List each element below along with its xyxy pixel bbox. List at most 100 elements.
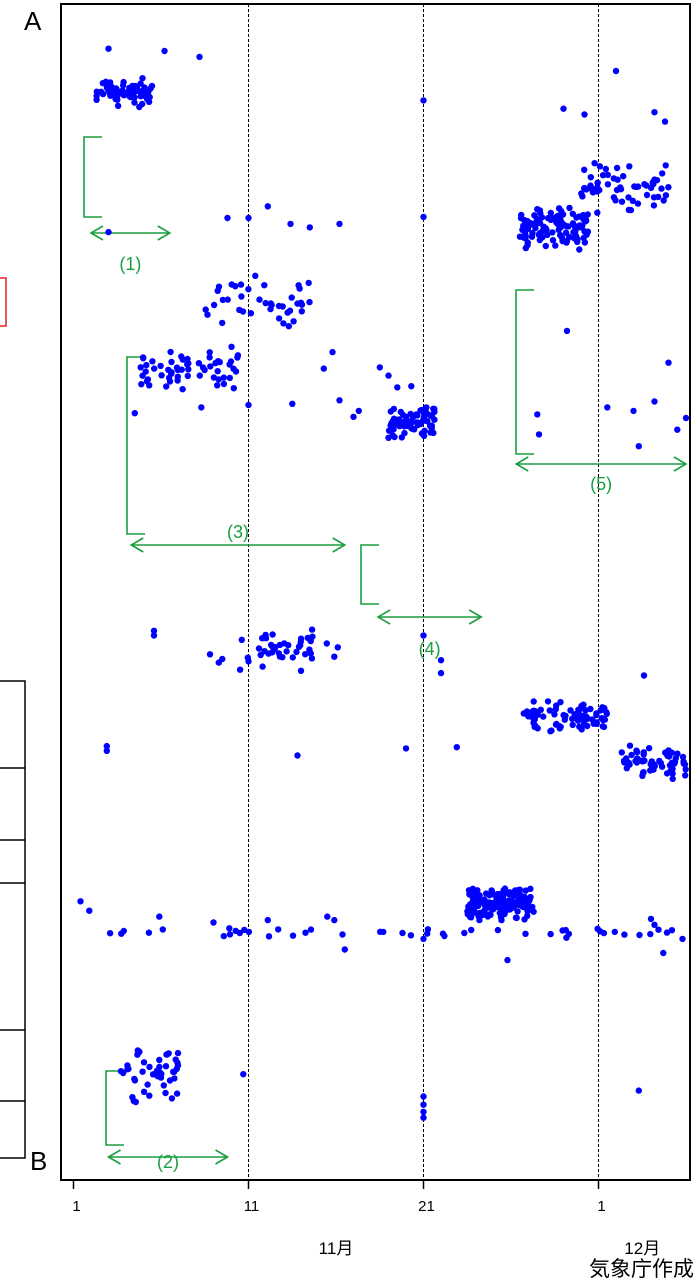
data-point: [329, 348, 336, 356]
data-point: [184, 355, 191, 363]
data-point: [669, 775, 676, 782]
data-point: [420, 1093, 427, 1100]
data-point: [635, 1087, 642, 1094]
data-point: [156, 1056, 163, 1064]
annotation-label: (5): [590, 474, 612, 494]
data-point: [610, 175, 617, 182]
source-credit: 気象庁作成: [589, 1258, 694, 1281]
data-point: [602, 165, 609, 173]
data-point: [137, 80, 144, 87]
data-point: [547, 209, 554, 217]
data-point: [544, 214, 552, 222]
data-point: [546, 707, 553, 714]
data-point: [682, 414, 690, 422]
data-point: [220, 932, 227, 940]
data-point: [629, 197, 636, 204]
data-point: [427, 429, 434, 436]
annotation-bracket: [126, 356, 145, 535]
data-point: [626, 742, 634, 749]
data-point: [671, 760, 678, 767]
data-point: [143, 361, 150, 369]
data-point: [552, 242, 559, 249]
data-point: [668, 927, 676, 934]
data-point: [391, 433, 398, 441]
data-point: [145, 929, 153, 936]
data-point: [261, 282, 268, 289]
data-point: [171, 1068, 178, 1075]
data-point: [112, 95, 119, 103]
data-point: [264, 203, 271, 210]
data-point: [479, 909, 486, 916]
data-point: [499, 891, 507, 899]
annotation-bracket: [515, 289, 534, 455]
data-point: [149, 358, 156, 365]
data-point: [178, 366, 185, 373]
data-point: [518, 211, 525, 219]
data-point: [234, 354, 241, 361]
data-point: [647, 930, 654, 938]
data-point: [238, 293, 245, 300]
data-point: [283, 648, 290, 655]
data-point: [493, 897, 500, 904]
data-point: [487, 911, 494, 918]
data-point: [297, 638, 304, 645]
data-point: [295, 643, 303, 650]
data-point: [526, 221, 533, 229]
data-point: [437, 669, 445, 677]
data-point: [146, 1092, 153, 1099]
data-point: [295, 282, 302, 289]
data-point: [633, 759, 641, 766]
data-point: [241, 926, 248, 934]
data-point: [582, 707, 589, 714]
data-point: [160, 1082, 167, 1089]
data-point: [245, 658, 252, 665]
data-point: [553, 219, 560, 226]
data-point: [476, 892, 483, 899]
data-point: [252, 272, 259, 279]
data-point: [594, 925, 601, 932]
data-point: [591, 160, 598, 167]
month-label: 12月: [624, 1239, 660, 1258]
data-point: [265, 933, 273, 940]
data-point: [421, 412, 428, 419]
data-point: [275, 926, 282, 933]
data-point: [620, 173, 627, 180]
data-point: [664, 751, 671, 758]
data-point: [428, 422, 435, 429]
data-point: [103, 747, 111, 754]
data-point: [305, 279, 312, 287]
data-point: [476, 916, 483, 924]
data-point: [185, 366, 192, 373]
month-label: 11月: [319, 1239, 354, 1258]
data-point: [535, 431, 543, 438]
data-point: [659, 170, 666, 177]
data-point: [113, 85, 120, 92]
data-point: [464, 911, 471, 918]
data-point: [139, 1068, 146, 1075]
data-point: [574, 238, 581, 246]
data-point: [132, 1098, 139, 1106]
data-point: [262, 299, 269, 307]
data-point: [548, 727, 555, 734]
data-point: [420, 632, 427, 639]
data-point: [611, 928, 618, 936]
data-point: [86, 907, 93, 914]
annotation-arrowhead: [215, 1149, 230, 1165]
data-point: [161, 47, 168, 55]
data-point: [530, 908, 537, 915]
data-point: [120, 927, 128, 935]
data-point: [626, 761, 633, 768]
data-point: [215, 283, 223, 290]
data-point: [424, 930, 431, 937]
data-point: [245, 286, 252, 293]
data-point: [604, 404, 611, 411]
data-point: [214, 382, 221, 389]
annotation-4: (4): [360, 544, 483, 659]
data-point: [650, 194, 658, 201]
data-point: [441, 932, 448, 940]
data-point: [140, 1088, 148, 1096]
data-point: [662, 162, 669, 169]
data-point: [158, 372, 165, 379]
data-point: [228, 343, 235, 350]
